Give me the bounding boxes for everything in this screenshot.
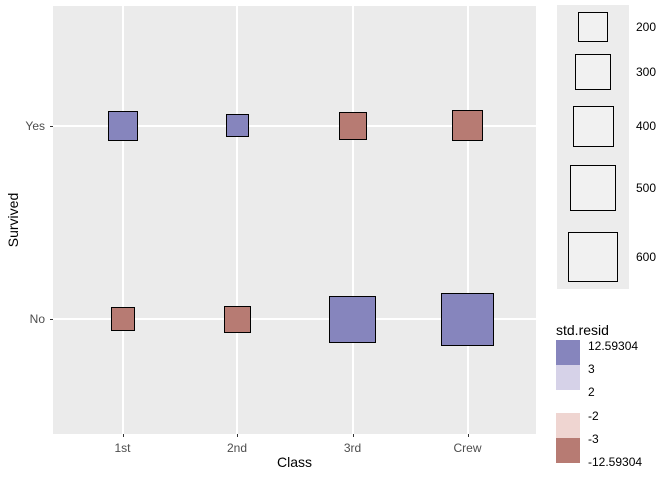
y-tick-mark [50,125,53,127]
gridline-x-3rd [351,6,354,434]
color-legend-label: 2 [588,385,595,399]
cell-square-3rd-no [329,295,376,343]
x-tick-mark [122,434,124,437]
cell-square-2nd-yes [225,114,249,137]
gridline-x-Crew [466,6,469,434]
y-tick-label-yes: Yes [25,118,45,133]
size-legend-key-500 [570,164,616,211]
x-axis-title: Class [276,454,312,470]
color-legend-swatch-mid_positive [556,365,580,390]
cell-square-3rd-yes [338,111,367,140]
x-tick-label-3rd: 3rd [343,441,362,455]
size-legend-label-200: 200 [636,20,657,34]
size-legend-key-200 [578,12,608,42]
size-legend-label-600: 600 [636,249,657,264]
x-tick-label-2nd: 2nd [226,441,248,455]
color-legend-label: -2 [588,408,599,423]
color-legend-title: std.resid [556,322,609,338]
cell-square-2nd-no [223,305,251,333]
size-legend-label-500: 500 [636,180,657,195]
size-legend-key-400 [572,105,614,147]
y-axis-title: Survived [5,192,21,248]
gridline-y-No [53,318,536,320]
color-legend-label: 12.59304 [588,339,639,353]
color-legend-label: 3 [588,361,595,376]
color-legend-swatch-mid_negative [556,413,580,438]
size-legend-key-300 [575,54,611,90]
x-tick-mark [467,434,469,437]
cell-square-1st-yes [107,110,138,141]
color-legend-swatch-high_negative [556,438,580,463]
size-legend-label-300: 300 [636,65,657,79]
x-tick-mark [352,434,354,437]
color-legend-swatch-high_positive [556,340,580,365]
x-tick-label-1st: 1st [114,441,131,455]
size-legend-label-400: 400 [636,119,657,133]
x-tick-mark [237,434,238,437]
plot-panel [53,6,536,434]
y-tick-label-no: No [29,312,45,326]
cell-square-crew-yes [452,110,483,141]
y-tick-mark [50,319,53,320]
cell-square-crew-no [441,292,494,346]
gridline-x-2nd [236,6,238,434]
cell-square-1st-no [110,307,135,331]
color-legend-label: -3 [588,431,599,446]
gridline-x-1st [121,6,124,434]
color-legend-label: -12.59304 [588,455,643,469]
size-legend-key-600 [568,231,618,282]
x-tick-label-crew: Crew [453,441,482,455]
gridline-y-Yes [53,124,536,127]
